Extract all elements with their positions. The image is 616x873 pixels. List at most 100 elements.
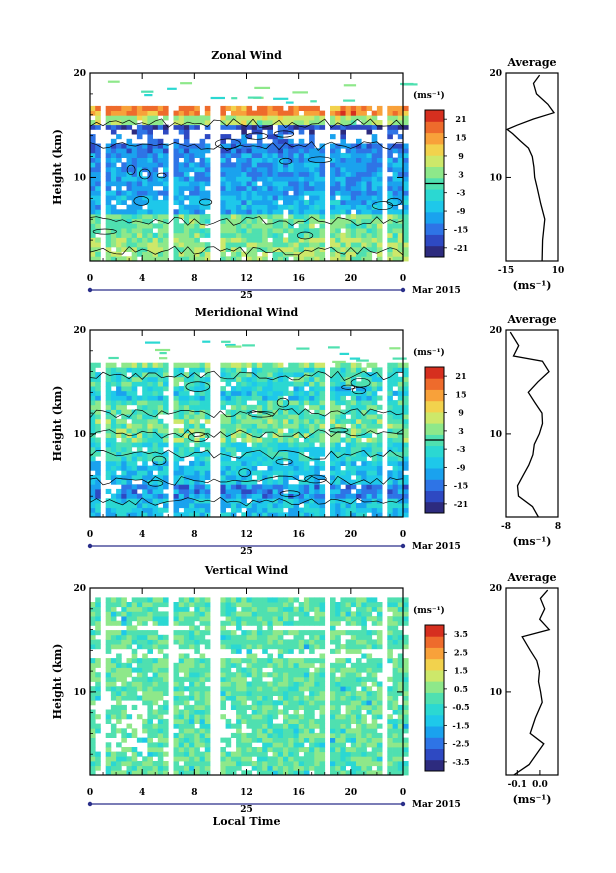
heatmap-cell [220,386,226,392]
heatmap-cell [340,451,346,457]
heatmap-cell [225,232,232,238]
heatmap-cell [403,115,409,121]
heatmap-cell [142,662,148,668]
heatmap-cell [246,597,253,603]
heatmap-cell [131,484,138,490]
heatmap-cell [272,214,279,220]
heatmap-cell [256,228,263,234]
heatmap-cell [220,157,226,163]
heatmap-cell [335,218,341,224]
heatmap-cell [157,376,164,382]
heatmap-cell [241,456,247,462]
heatmap-cell [267,737,273,743]
heatmap-cell [147,756,153,762]
heatmap-cell [105,204,112,210]
heatmap-cell [340,242,346,248]
heatmap-cell [110,251,117,257]
heatmap-cell [241,756,247,762]
heatmap-cell [142,105,148,111]
heatmap-cell [95,620,101,626]
heatmap-cell [361,414,367,420]
heatmap-cell [220,390,226,396]
heatmap-cell [110,667,117,673]
heatmap-cell [236,465,242,471]
heatmap-cell [246,167,253,173]
heatmap-cell [330,479,336,485]
heatmap-cell [303,662,310,668]
heatmap-cell [349,357,361,360]
heatmap-cell [121,714,127,720]
heatmap-cell [246,242,253,248]
heatmap-cell [199,493,206,499]
heatmap-cell [283,190,289,196]
heatmap-cell [314,503,320,509]
heatmap-cell [230,751,237,757]
heatmap-cell [147,690,153,696]
heatmap-cell [356,148,362,154]
heatmap-cell [131,209,138,215]
heatmap-cell [163,228,169,234]
heatmap-cell [335,105,341,111]
heatmap-cell [356,105,362,111]
heatmap-cell [356,143,362,149]
heatmap-cell [116,256,122,262]
heatmap-cell [376,414,383,420]
heatmap-cell [392,190,399,196]
heatmap-cell [330,162,336,168]
heatmap-cell [272,676,279,682]
heatmap-cell [303,503,310,509]
heatmap-cell [366,432,373,438]
heatmap-cell [110,204,117,210]
heatmap-cell [204,162,211,168]
contour-line [89,429,404,439]
colorbar-swatch [425,223,444,235]
heatmap-cell [194,602,200,608]
heatmap-cell [110,709,117,715]
heatmap-cell [225,195,232,201]
heatmap-cell [230,630,237,636]
heatmap-cell [178,167,185,173]
heatmap-cell [105,662,112,668]
heatmap-cell [389,347,401,350]
heatmap-cell [283,639,289,645]
heatmap-cell [345,199,352,205]
heatmap-cell [147,152,153,158]
heatmap-cell [277,747,284,753]
heatmap-cell [288,423,294,429]
heatmap-cell [330,381,336,387]
heatmap-cell [298,728,305,734]
heatmap-cell [397,367,404,373]
heatmap-cell [303,115,310,121]
heatmap-cell [142,611,148,617]
heatmap-cell [371,204,378,210]
heatmap-cell [194,414,200,420]
heatmap-cell [90,611,96,617]
heatmap-cell [335,228,341,234]
heatmap-cell [225,662,232,668]
heatmap-cell [152,634,159,640]
heatmap-cell [152,714,159,720]
heatmap-cell [277,761,284,767]
heatmap-cell [403,199,409,205]
heatmap-cell [288,488,294,494]
heatmap-cell [95,185,101,191]
heatmap-cell [159,357,168,360]
heatmap-cell [392,162,399,168]
heatmap-cell [157,681,164,687]
heatmap-cell [194,152,200,158]
heatmap-cell [277,246,284,252]
heatmap-cell [157,658,164,664]
heatmap-cell [319,686,326,692]
heatmap-cell [262,658,268,664]
heatmap-cell [251,484,258,490]
heatmap-cell [314,372,320,378]
heatmap-cell [356,404,362,410]
heatmap-cell [147,143,153,149]
heatmap-cell [262,507,268,513]
heatmap-cell [163,681,169,687]
heatmap-cell [163,223,169,229]
heatmap-cell [267,709,273,715]
heatmap-cell [126,732,133,738]
heatmap-cell [157,704,164,710]
heatmap-cell [220,115,226,121]
